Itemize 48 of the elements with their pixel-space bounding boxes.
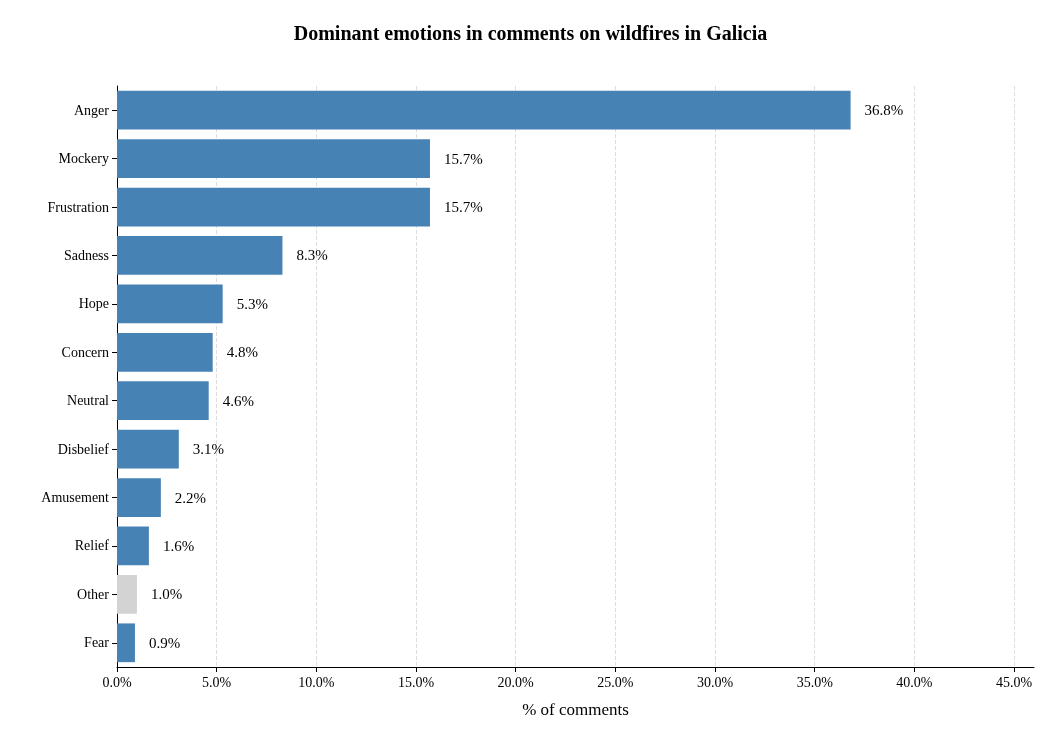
x-tick-label: 35.0% <box>796 674 834 690</box>
y-tick-label: Amusement <box>41 490 110 506</box>
y-tick-label: Hope <box>78 296 109 312</box>
y-tick-label: Frustration <box>47 199 109 215</box>
bar <box>117 575 137 614</box>
y-tick-label: Anger <box>74 102 110 118</box>
x-axis-title: % of comments <box>522 700 629 719</box>
x-tick-label: 5.0% <box>202 674 232 690</box>
y-tick-label: Sadness <box>63 247 109 263</box>
x-tick-label: 25.0% <box>597 674 634 690</box>
x-tick-label: 40.0% <box>896 674 933 690</box>
bar <box>117 526 149 566</box>
data-label: 15.7% <box>443 150 483 167</box>
bar <box>117 623 135 663</box>
x-tick-label: 45.0% <box>995 674 1033 690</box>
x-tick-label: 30.0% <box>696 674 734 690</box>
data-label: 3.1% <box>192 441 225 458</box>
bar <box>117 332 213 372</box>
y-tick-label: Disbelief <box>57 441 110 457</box>
bar <box>117 187 430 227</box>
y-tick-label: Fear <box>84 635 110 651</box>
data-label: 0.9% <box>148 634 181 651</box>
y-tick-label: Mockery <box>58 151 109 167</box>
data-label: 36.8% <box>864 102 904 119</box>
x-tick-label: 0.0% <box>102 674 132 690</box>
y-tick-label: Concern <box>61 344 109 360</box>
bar <box>117 139 430 178</box>
data-label: 1.6% <box>162 537 195 554</box>
data-label: 4.8% <box>226 344 258 361</box>
y-tick-label: Relief <box>74 538 110 554</box>
x-tick-label: 10.0% <box>298 674 335 690</box>
data-label: 15.7% <box>443 199 483 216</box>
bar <box>117 90 851 130</box>
bar <box>117 478 161 517</box>
bar <box>117 429 179 469</box>
bar <box>117 284 223 324</box>
data-label: 4.6% <box>222 392 254 409</box>
data-label: 1.0% <box>150 586 183 603</box>
data-label: 5.3% <box>236 295 268 312</box>
data-label: 2.2% <box>174 489 207 506</box>
x-tick-label: 20.0% <box>497 674 535 690</box>
y-tick-label: Other <box>77 586 110 602</box>
y-tick-label: Neutral <box>67 393 110 409</box>
bar <box>117 381 209 421</box>
x-tick-label: 15.0% <box>397 674 435 690</box>
data-label: 8.3% <box>296 247 328 264</box>
chart-title: Dominant emotions in comments on wildfires in Galicia <box>293 22 768 44</box>
bar <box>117 236 283 275</box>
